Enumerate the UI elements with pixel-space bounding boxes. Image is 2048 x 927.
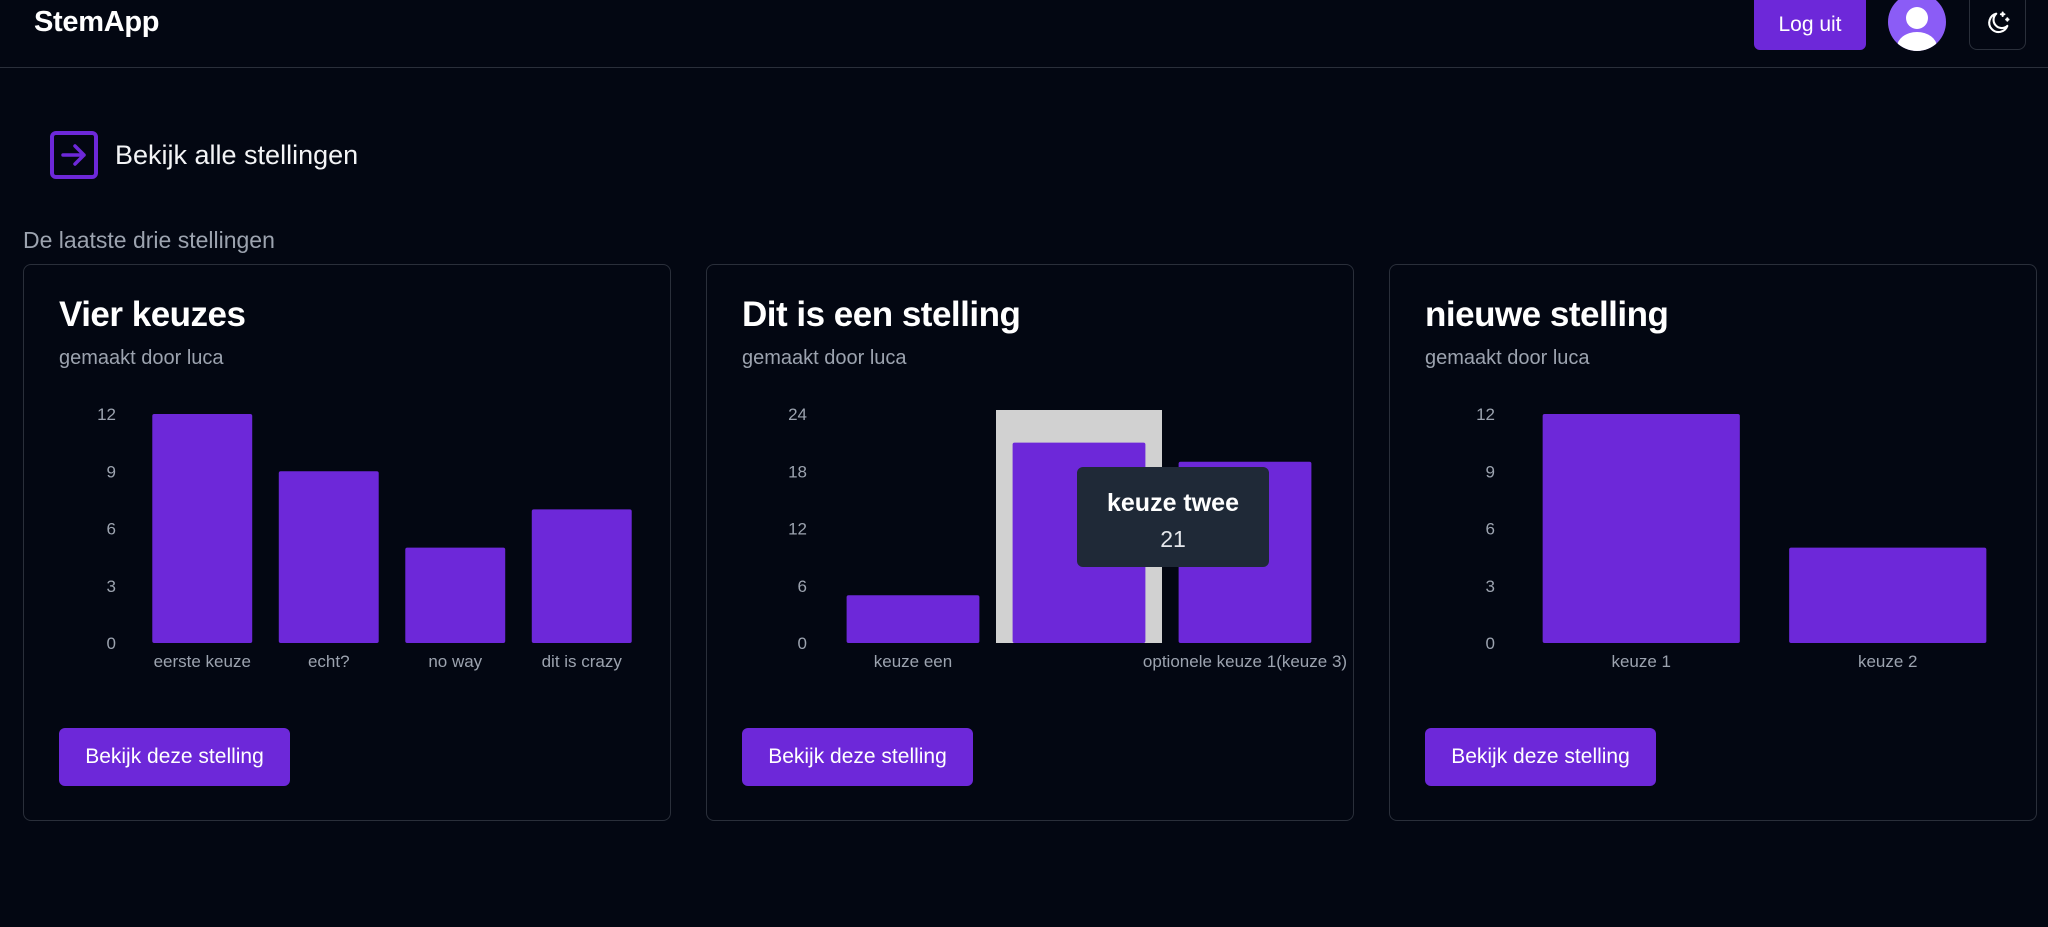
results-bar-chart: 0 3 6 9 12 eerste keuze echt? no way dit is craz… bbox=[97, 405, 632, 671]
statement-title: nieuwe stelling bbox=[1425, 295, 1669, 334]
top-navbar: StemApp Log uit bbox=[0, 0, 2048, 68]
statement-card: Vier keuzes gemaakt door luca 0 3 6 9 12 eers… bbox=[23, 264, 671, 821]
x-category-label: optionele keuze 1(keuze 3) bbox=[1143, 652, 1347, 671]
chart-bar[interactable] bbox=[846, 595, 980, 643]
statement-title: Vier keuzes bbox=[59, 295, 246, 334]
view-statement-button[interactable]: Bekijk deze stelling bbox=[1425, 728, 1656, 786]
y-tick-label: 6 bbox=[107, 520, 116, 539]
y-tick-label: 3 bbox=[1486, 577, 1495, 596]
y-tick-label: 12 bbox=[788, 520, 807, 539]
y-tick-label: 24 bbox=[788, 405, 807, 424]
theme-toggle-button[interactable] bbox=[1969, 0, 2026, 50]
y-tick-label: 12 bbox=[1476, 405, 1495, 424]
x-category-label: keuze een bbox=[874, 652, 952, 671]
chart-bar[interactable] bbox=[405, 547, 506, 643]
y-tick-label: 9 bbox=[1486, 462, 1495, 481]
tooltip-value: 21 bbox=[1160, 526, 1186, 552]
statement-title: Dit is een stelling bbox=[742, 295, 1021, 334]
x-category-label: keuze 2 bbox=[1858, 652, 1918, 671]
chart-bar[interactable] bbox=[1789, 547, 1987, 643]
moon-stars-icon bbox=[1987, 11, 2010, 34]
statement-card: nieuwe stelling gemaakt door luca 0 3 6 9 12… bbox=[1389, 264, 2037, 821]
y-tick-label: 18 bbox=[788, 462, 807, 481]
tooltip-label: keuze twee bbox=[1107, 489, 1239, 517]
results-bar-chart: 0 6 12 18 24 keuze een optionele keuze 1(keuze… bbox=[788, 405, 1347, 671]
logout-button[interactable]: Log uit bbox=[1754, 0, 1866, 50]
x-category-label: dit is crazy bbox=[542, 652, 623, 671]
statement-author: gemaakt door luca bbox=[1425, 347, 1590, 369]
chart-tooltip: keuze twee 21 bbox=[1077, 467, 1269, 567]
statement-author: gemaakt door luca bbox=[59, 347, 224, 369]
view-statement-button[interactable]: Bekijk deze stelling bbox=[742, 728, 973, 786]
x-category-label: echt? bbox=[308, 652, 350, 671]
view-all-statements-link[interactable]: Bekijk alle stellingen bbox=[50, 131, 358, 179]
y-tick-label: 0 bbox=[1486, 634, 1495, 653]
chart-bar[interactable] bbox=[278, 471, 379, 643]
y-tick-label: 12 bbox=[97, 405, 116, 424]
y-tick-label: 6 bbox=[1486, 520, 1495, 539]
x-category-label: no way bbox=[428, 652, 482, 671]
user-icon[interactable] bbox=[1888, 0, 1946, 51]
chart-bar[interactable] bbox=[152, 414, 253, 643]
y-tick-label: 0 bbox=[107, 634, 116, 653]
section-title: De laatste drie stellingen bbox=[23, 227, 275, 253]
view-all-statements-label: Bekijk alle stellingen bbox=[115, 139, 359, 170]
statement-author: gemaakt door luca bbox=[742, 347, 907, 369]
x-category-label: keuze 1 bbox=[1611, 652, 1671, 671]
y-tick-label: 3 bbox=[107, 577, 116, 596]
chart-bar[interactable] bbox=[1542, 414, 1740, 643]
results-bar-chart: 0 3 6 9 12 keuze 1 keuze 2 bbox=[1476, 405, 1987, 671]
brand-logo[interactable]: StemApp bbox=[34, 6, 160, 38]
arrow-right-square-icon bbox=[50, 131, 98, 179]
view-statement-button[interactable]: Bekijk deze stelling bbox=[59, 728, 290, 786]
y-tick-label: 9 bbox=[107, 462, 116, 481]
x-category-label: eerste keuze bbox=[154, 652, 251, 671]
statement-card: Dit is een stelling gemaakt door luca 0 6… bbox=[706, 264, 1354, 821]
chart-bar[interactable] bbox=[531, 509, 632, 643]
y-tick-label: 0 bbox=[798, 634, 807, 653]
y-tick-label: 6 bbox=[798, 577, 807, 596]
